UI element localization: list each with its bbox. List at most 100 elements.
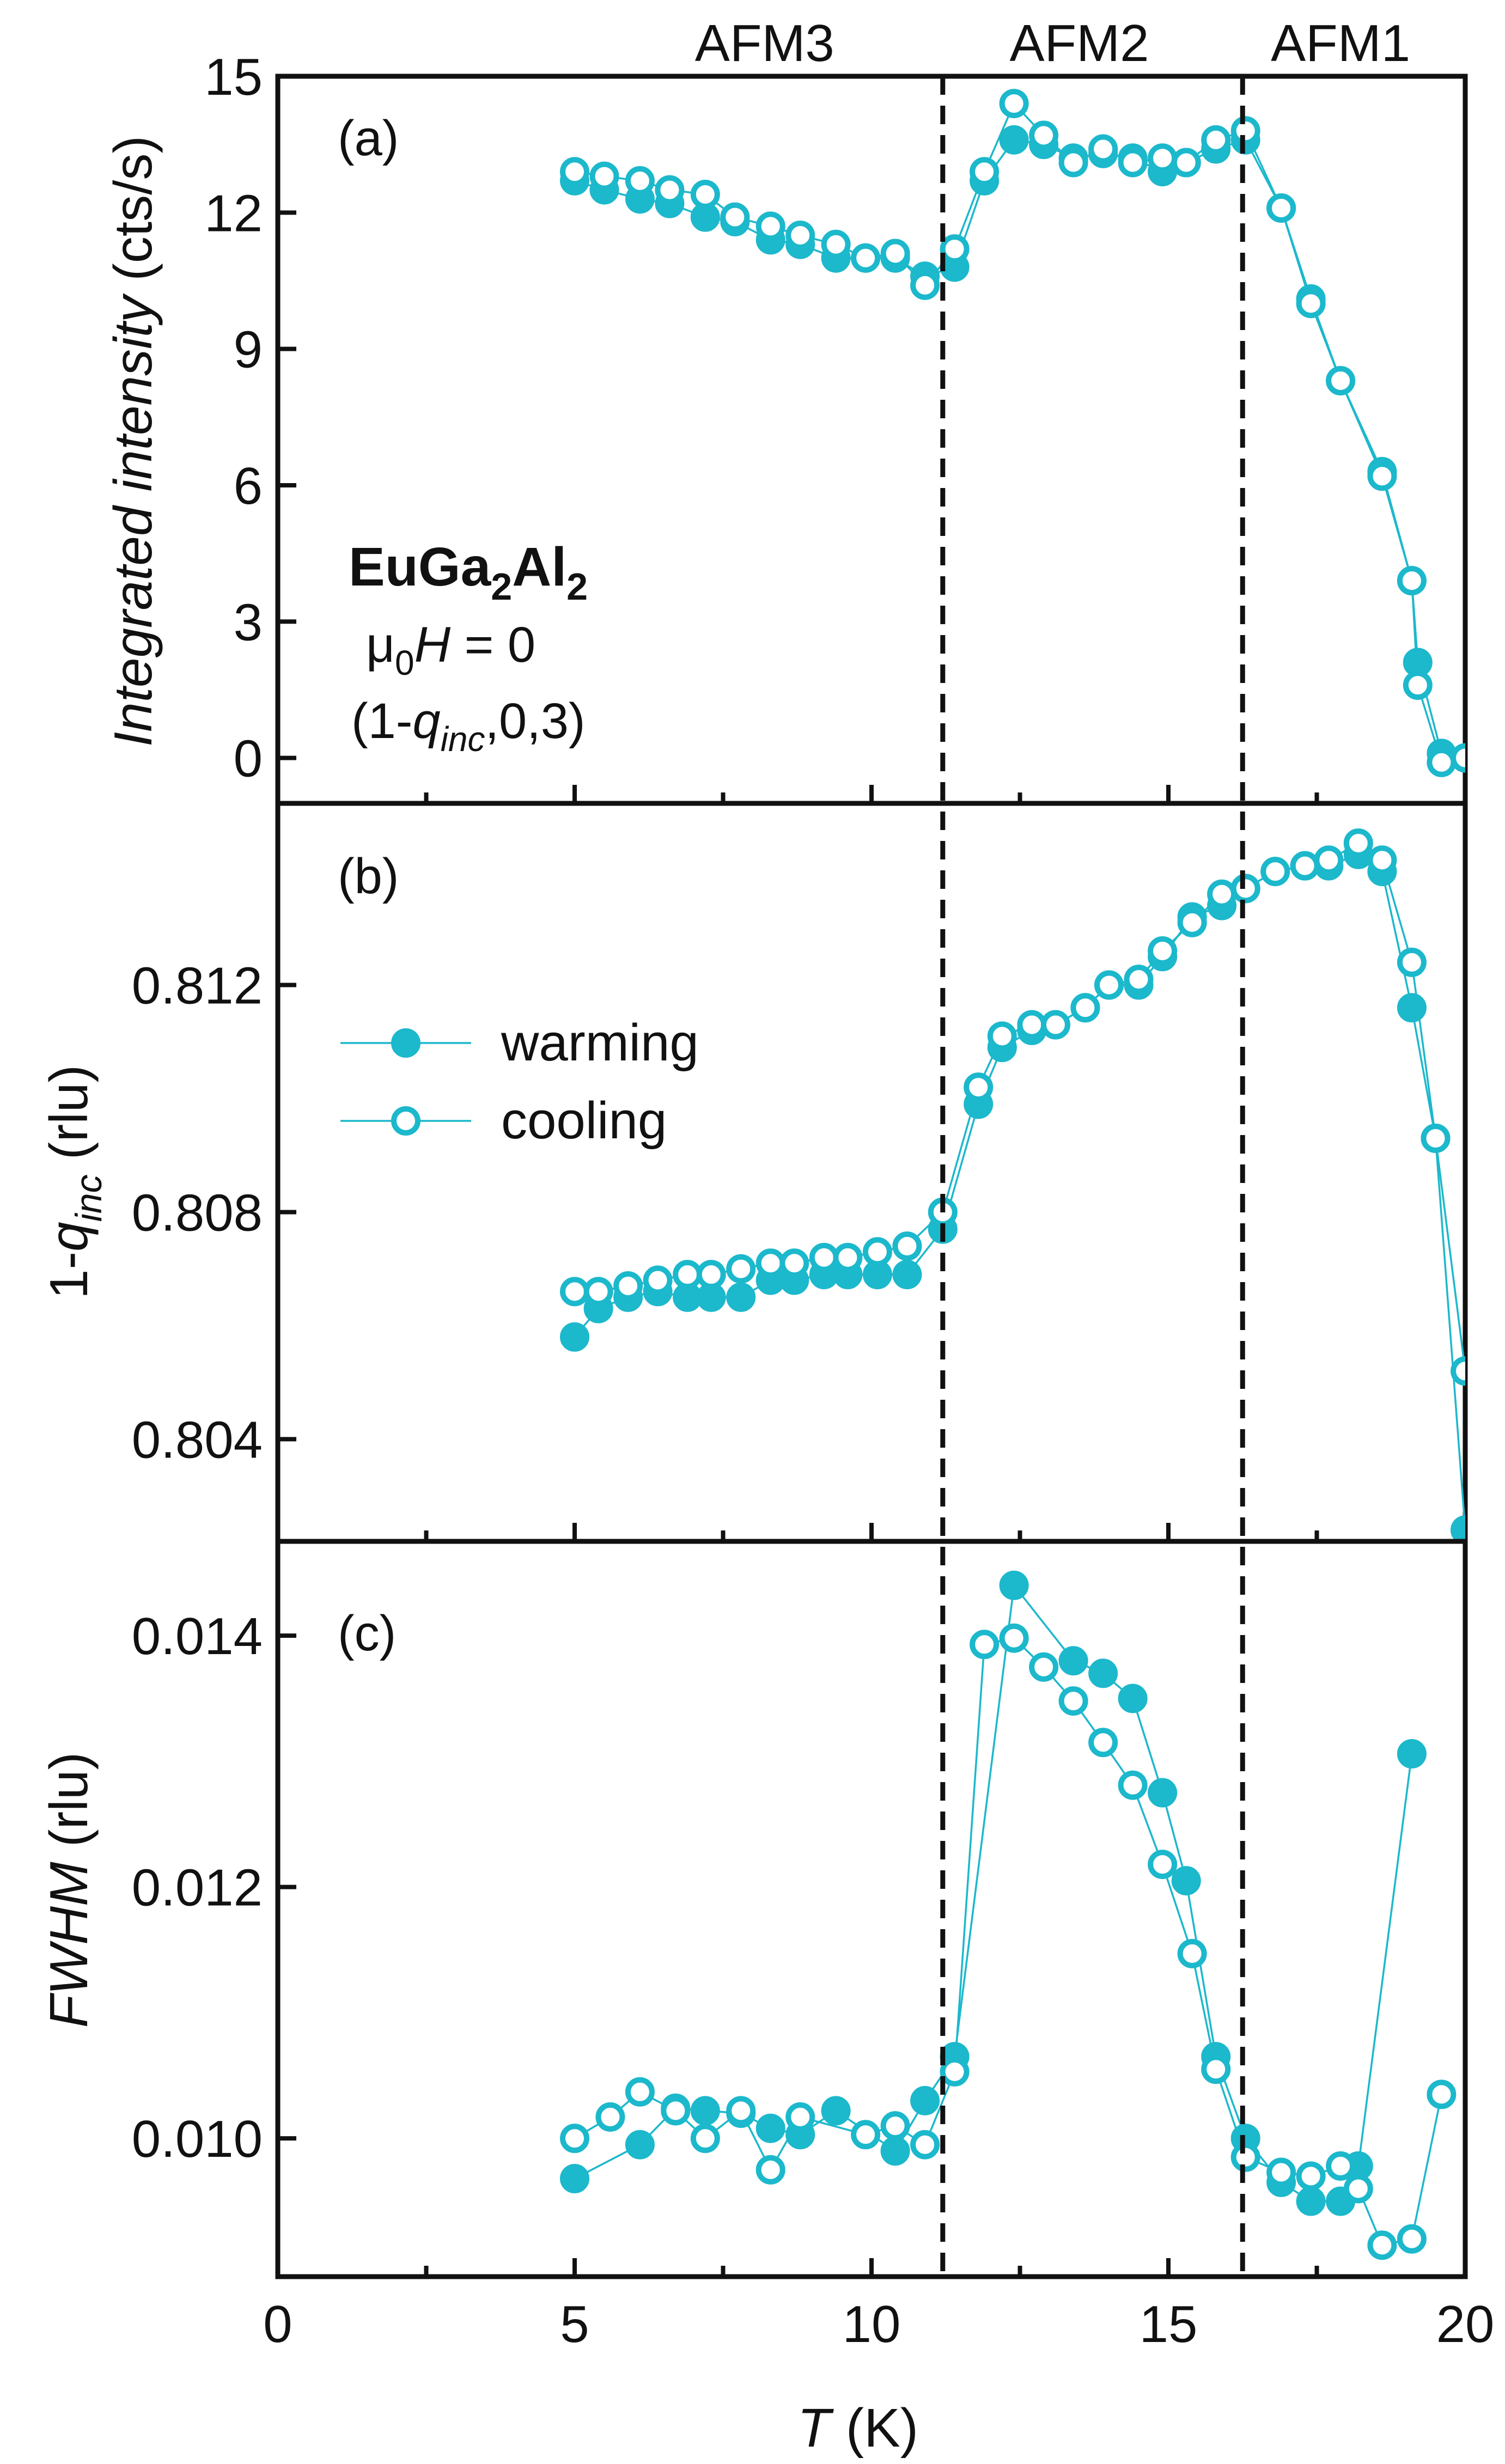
x-axis-label: T (K) — [797, 2398, 918, 2459]
legend-marker-cooling — [391, 1106, 421, 1136]
y-tick-label: 6 — [234, 457, 263, 515]
cooling-point — [851, 2120, 881, 2150]
cooling-point — [1314, 845, 1344, 875]
cooling-point — [970, 157, 1000, 187]
panel-b-label: (b) — [338, 849, 399, 904]
cooling-point — [1296, 2161, 1326, 2191]
warming-point — [690, 2096, 720, 2126]
y-tick-label: 0.014 — [132, 1607, 263, 1666]
cooling-point — [1367, 845, 1397, 875]
cooling-point — [1201, 2054, 1231, 2084]
phase-label-afm2: AFM2 — [1009, 14, 1149, 72]
warming-line — [574, 138, 1465, 759]
cooling-point — [970, 1630, 1000, 1660]
cooling-point — [1230, 116, 1260, 146]
cooling-point — [755, 1248, 785, 1278]
cooling-point — [625, 166, 655, 196]
cooling-point — [880, 2111, 910, 2141]
warming-point — [560, 1322, 589, 1352]
cooling-point — [1230, 874, 1260, 904]
cooling-point — [613, 1271, 643, 1301]
panel-a-ylabel: Integrated intensity (cts/s) — [103, 136, 163, 747]
cooling-point — [1148, 1850, 1178, 1880]
cooling-point — [1296, 289, 1326, 319]
cooling-point — [1207, 879, 1237, 909]
cooling-point — [862, 1237, 892, 1267]
cooling-point — [779, 1248, 809, 1278]
cooling-point — [1367, 2230, 1397, 2260]
cooling-point — [940, 234, 970, 264]
cooling-point — [595, 2102, 625, 2132]
phase-label-afm1: AFM1 — [1271, 14, 1410, 72]
warming-point — [892, 1260, 922, 1290]
panel-b-wavevector: 0.804 0.808 0.812 (b) warming cooling 1-qin… — [39, 801, 1468, 1544]
cooling-point — [755, 2155, 785, 2185]
phase-label-afm3: AFM3 — [695, 14, 834, 72]
warming-point — [1397, 993, 1427, 1023]
panel-c-ylabel: FWHM (rlu) — [39, 1752, 99, 2028]
warming-point — [1171, 1866, 1201, 1896]
cooling-point — [1177, 907, 1207, 937]
cooling-point — [964, 1072, 994, 1102]
cooling-point — [1148, 936, 1178, 966]
cooling-point — [655, 175, 685, 205]
y-tick-label: 0 — [234, 730, 263, 788]
cooling-point — [1171, 148, 1201, 178]
panel-a-yticks: 0 3 6 9 12 15 — [204, 48, 296, 788]
cooling-point — [1118, 148, 1148, 178]
panel-b-xticks — [276, 1523, 1467, 1541]
cooling-point — [1148, 143, 1178, 173]
panel-b-series — [560, 828, 1465, 1541]
y-tick-label: 0.804 — [132, 1411, 263, 1469]
cooling-point — [785, 221, 815, 251]
cooling-point — [910, 270, 940, 300]
warming-point — [880, 2136, 910, 2166]
cooling-point — [673, 1260, 703, 1290]
cooling-point — [1118, 1770, 1148, 1800]
panel-c-label: (c) — [338, 1606, 396, 1661]
warming-point — [1397, 1739, 1427, 1768]
y-tick-label: 0.010 — [132, 2110, 263, 2168]
warming-line — [574, 853, 1465, 1530]
cooling-point — [1326, 2151, 1356, 2181]
cooling-point — [1058, 1686, 1088, 1716]
cooling-point — [910, 2130, 940, 2160]
cooling-point — [1397, 566, 1427, 596]
phase-labels: AFM3 AFM2 AFM1 — [695, 14, 1410, 72]
panel-c-yticks: 0.010 0.012 0.014 — [132, 1607, 296, 2168]
y-tick-label: 0.808 — [132, 1184, 263, 1242]
cooling-point — [625, 2077, 655, 2107]
panel-c-series — [560, 1570, 1457, 2260]
cooling-point — [1177, 1938, 1207, 1968]
warming-point — [1148, 1778, 1178, 1808]
legend: warming cooling — [340, 1014, 699, 1150]
cooling-point — [560, 2124, 589, 2154]
warming-point — [755, 2113, 785, 2143]
cooling-point — [696, 1260, 726, 1290]
panel-a-label: (a) — [338, 111, 399, 166]
cooling-point — [1266, 2157, 1296, 2187]
cooling-point — [1058, 148, 1088, 178]
cooling-point — [1403, 670, 1433, 700]
y-tick-label: 9 — [234, 321, 263, 379]
cooling-point — [1343, 2174, 1373, 2204]
series-group — [560, 1570, 1457, 2260]
cooling-point — [1124, 965, 1154, 995]
cooling-point — [726, 1254, 756, 1284]
x-tick-label: 15 — [1140, 2295, 1198, 2353]
series-group — [560, 89, 1465, 777]
cooling-point — [1397, 947, 1427, 977]
cooling-point — [589, 161, 619, 191]
warming-point — [999, 1570, 1029, 1600]
phase-boundaries — [940, 76, 1245, 2277]
panel-a-xticks — [276, 785, 1467, 803]
cooling-point — [851, 243, 881, 273]
cooling-point — [1451, 743, 1465, 773]
panel-c-xticks: 0 5 10 15 20 — [263, 2258, 1494, 2353]
x-tick-label: 0 — [263, 2295, 292, 2353]
cooling-point — [690, 179, 720, 209]
panel-a-series — [560, 89, 1465, 777]
panel-a-frame — [275, 74, 1468, 806]
cooling-point — [720, 202, 750, 232]
warming-point — [560, 2164, 589, 2193]
